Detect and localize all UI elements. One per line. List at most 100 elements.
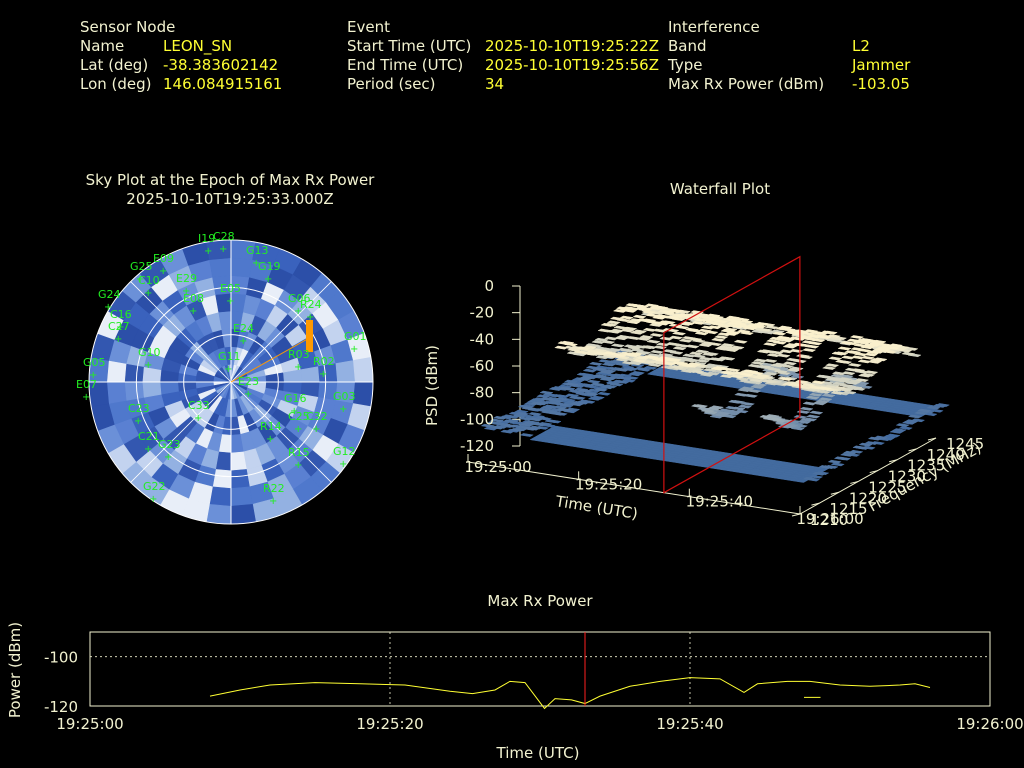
satellite-marker: + bbox=[182, 286, 190, 297]
waterfall-cell bbox=[554, 345, 569, 350]
satellite-label: R22 bbox=[263, 482, 285, 495]
waterfall-cell bbox=[685, 344, 700, 349]
waterfall-y-tick-label: 1225 bbox=[868, 478, 906, 496]
waterfall-cell bbox=[596, 391, 612, 396]
waterfall-cell bbox=[694, 349, 710, 354]
waterfall-cell bbox=[817, 386, 833, 391]
waterfall-cell bbox=[737, 404, 753, 409]
satellite-label: C28 bbox=[213, 230, 235, 243]
waterfall-cell bbox=[492, 415, 508, 420]
waterfall-x-tick-label: 19:26:00 bbox=[796, 510, 863, 528]
waterfall-cell bbox=[805, 414, 821, 419]
waterfall-y-tick bbox=[889, 459, 898, 463]
waterfall-cell bbox=[534, 416, 549, 420]
waterfall-cell bbox=[762, 342, 778, 347]
maxrx-x-tick-label: 19:25:40 bbox=[656, 715, 723, 733]
waterfall-cell bbox=[627, 372, 643, 377]
waterfall-cell bbox=[856, 348, 872, 353]
waterfall-cell bbox=[879, 345, 894, 350]
waterfall-cell bbox=[639, 345, 655, 350]
waterfall-cell bbox=[522, 426, 538, 431]
waterfall-cell bbox=[710, 337, 726, 342]
waterfall-cell bbox=[798, 335, 813, 340]
satellite-marker: + bbox=[159, 266, 167, 277]
waterfall-cell bbox=[555, 397, 571, 401]
waterfall-cell bbox=[808, 392, 823, 397]
satellite-marker: + bbox=[104, 302, 112, 313]
satellite-label: C16 bbox=[110, 308, 132, 321]
waterfall-cell bbox=[627, 346, 642, 350]
waterfall-cell bbox=[772, 340, 787, 345]
waterfall-cell bbox=[808, 475, 824, 479]
waterfall-cell bbox=[564, 382, 579, 387]
waterfall-cell bbox=[742, 326, 758, 331]
waterfall-cell bbox=[867, 359, 882, 364]
waterfall-cell bbox=[864, 370, 879, 375]
waterfall-cell bbox=[528, 417, 543, 422]
satellite-label: G16 bbox=[284, 392, 307, 405]
waterfall-cell bbox=[718, 356, 733, 361]
waterfall-cell bbox=[544, 419, 559, 424]
waterfall-cell bbox=[568, 395, 583, 400]
waterfall-cell bbox=[895, 423, 910, 427]
waterfall-cell bbox=[539, 397, 555, 402]
waterfall-cell bbox=[707, 342, 723, 347]
waterfall-cell bbox=[556, 407, 572, 412]
satellite-marker: + bbox=[269, 496, 277, 507]
waterfall-cell bbox=[592, 367, 607, 371]
sensor-node-info: Sensor Node Name LEON_SN Lat (deg) -38.383… bbox=[80, 18, 282, 94]
maxrx-ylabel: Power (dBm) bbox=[6, 622, 24, 718]
waterfall-cell bbox=[489, 418, 505, 423]
waterfall-cell bbox=[876, 347, 891, 352]
waterfall-cell bbox=[622, 308, 637, 313]
waterfall-cell bbox=[502, 419, 518, 424]
waterfall-cell bbox=[667, 309, 683, 314]
waterfall-z-tick-label: 0 bbox=[484, 277, 494, 295]
waterfall-cell bbox=[926, 405, 941, 410]
waterfall-cell bbox=[724, 348, 739, 353]
waterfall-cell bbox=[706, 406, 722, 411]
waterfall-cell bbox=[670, 365, 686, 370]
waterfall-cell bbox=[844, 350, 859, 354]
waterfall-cell bbox=[599, 377, 614, 382]
maxrx-line-segment bbox=[209, 677, 931, 710]
waterfall-cell bbox=[726, 368, 741, 372]
waterfall-cell bbox=[831, 351, 846, 356]
satellite-label: G01 bbox=[344, 330, 367, 343]
waterfall-cell bbox=[794, 379, 809, 384]
satellite-label: C27 bbox=[108, 320, 130, 333]
sensor-name: LEON_SN bbox=[163, 37, 233, 55]
waterfall-cell bbox=[614, 362, 629, 367]
satellite-label: G22 bbox=[143, 480, 166, 493]
sky-satellites: +C28+I19+G13+E09+E29 +G19+G24+G25+C16+C27… bbox=[76, 230, 367, 507]
waterfall-cell bbox=[569, 402, 584, 407]
waterfall-cell bbox=[758, 327, 773, 332]
maxrx-x-tick-label: 19:25:00 bbox=[56, 715, 123, 733]
waterfall-cell bbox=[748, 380, 763, 385]
waterfall-cell bbox=[748, 378, 764, 383]
waterfall-cell bbox=[629, 330, 645, 335]
waterfall-cell bbox=[612, 353, 628, 358]
waterfall-cell bbox=[720, 343, 736, 347]
waterfall-cell bbox=[592, 374, 608, 378]
lon-label: Lon (deg) bbox=[80, 75, 152, 93]
waterfall-cell bbox=[805, 344, 820, 349]
waterfall-cell bbox=[576, 377, 592, 382]
waterfall-cell bbox=[531, 422, 547, 427]
waterfall-cell bbox=[556, 402, 571, 407]
waterfall-cell bbox=[811, 380, 826, 385]
waterfall-cell bbox=[827, 459, 842, 464]
waterfall-cell bbox=[713, 319, 728, 324]
waterfall-z-tick-label: -80 bbox=[470, 384, 495, 402]
waterfall-cell bbox=[701, 352, 717, 357]
waterfall-cell bbox=[503, 423, 518, 428]
waterfall-cell bbox=[519, 423, 534, 427]
interference-header: Interference bbox=[668, 18, 760, 36]
waterfall-cell bbox=[858, 442, 873, 447]
satellite-label: R14 bbox=[260, 420, 282, 433]
satellite-label: G24 bbox=[98, 288, 121, 301]
sensor-lat: -38.383602142 bbox=[163, 56, 279, 74]
waterfall-cell bbox=[856, 340, 871, 345]
event-end: 2025-10-10T19:25:56Z bbox=[485, 56, 659, 74]
waterfall-cell bbox=[671, 361, 686, 366]
